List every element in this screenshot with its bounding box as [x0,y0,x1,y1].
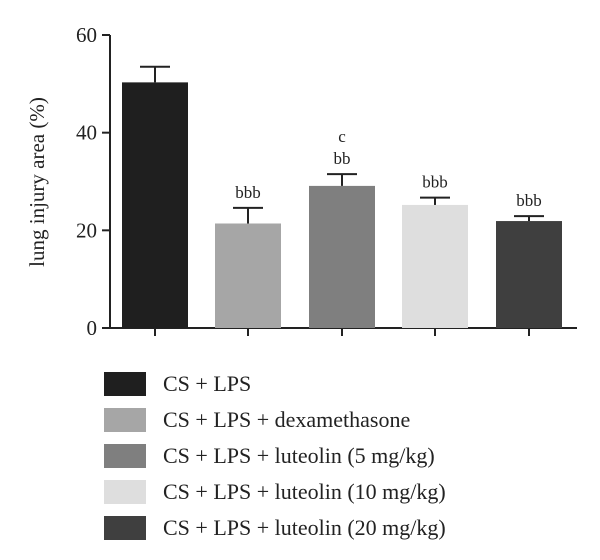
y-axis-title: lung injury area (%) [25,97,49,267]
legend-swatch [104,372,146,396]
y-tick-label: 20 [76,218,97,242]
significance-label: bbb [516,191,542,210]
y-tick-label: 40 [76,121,97,145]
legend-swatch [104,516,146,540]
legend-swatch [104,480,146,504]
legend-label: CS + LPS [163,371,251,396]
legend-label: CS + LPS + luteolin (5 mg/kg) [163,443,435,468]
significance-label: bbb [422,173,448,192]
y-tick-label: 0 [87,316,98,340]
bar [496,221,562,328]
legend: CS + LPS CS + LPS + dexamethasone CS + LPS… [104,371,446,540]
legend-label: CS + LPS + luteolin (10 mg/kg) [163,479,446,504]
legend-label: CS + LPS + luteolin (20 mg/kg) [163,515,446,540]
significance-label: bb [334,149,351,168]
bar [402,204,468,328]
significance-label: c [338,127,346,146]
y-tick-label: 60 [76,23,97,47]
bar [215,223,281,328]
bar [122,82,188,328]
legend-label: CS + LPS + dexamethasone [163,407,410,432]
bar [309,185,375,328]
legend-swatch [104,408,146,432]
legend-swatch [104,444,146,468]
significance-label: bbb [235,183,261,202]
